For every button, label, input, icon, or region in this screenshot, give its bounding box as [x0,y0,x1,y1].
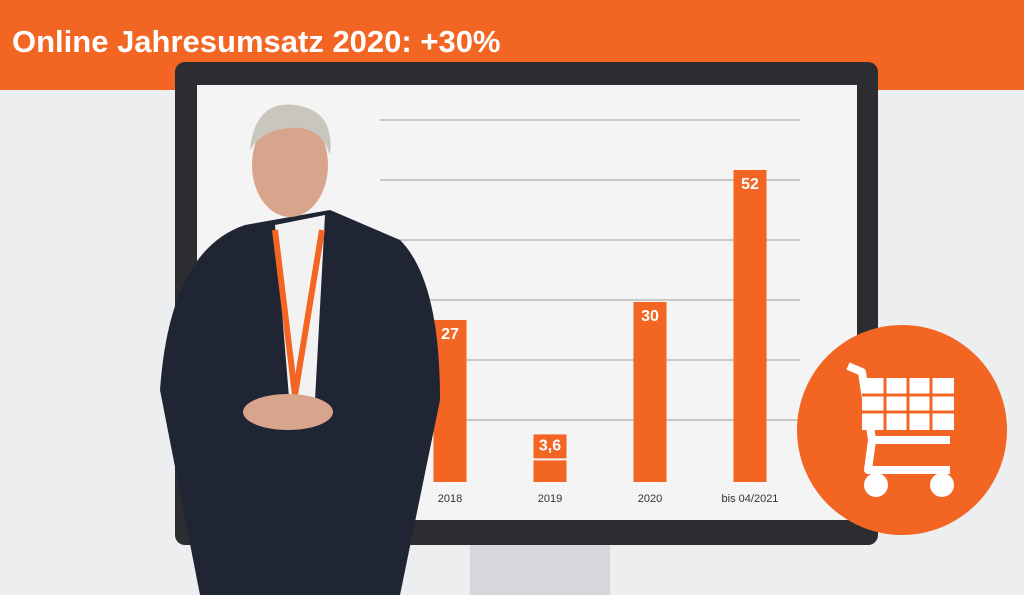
bar [533,460,567,482]
presenter [160,104,440,595]
cart-grid [862,378,954,430]
value-label: 3,6 [539,438,561,455]
bar-group: 27 2018 3,6 2019 30 2020 52 bis 04/2021 [433,170,779,505]
value-label: 52 [741,176,759,193]
x-tick-label: bis 04/2021 [722,493,779,505]
value-label-bg [533,434,567,459]
bar [633,302,667,482]
monitor-stand [470,545,610,595]
chart-title: Online Jahresumsatz 2020: +30% [12,24,501,59]
bar [733,170,767,482]
value-label: 30 [641,308,659,325]
x-tick-label: 2018 [438,493,462,505]
value-label: 27 [441,326,459,343]
x-tick-label: 2019 [538,493,562,505]
x-tick-label: 2020 [638,493,662,505]
